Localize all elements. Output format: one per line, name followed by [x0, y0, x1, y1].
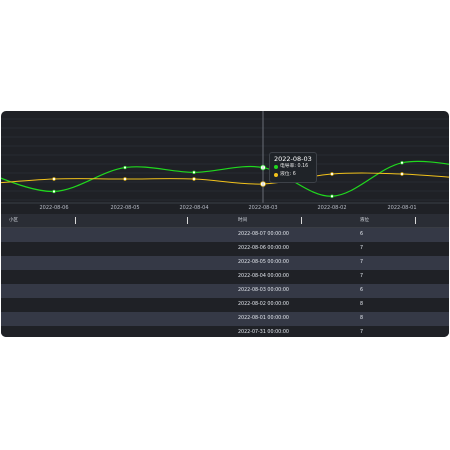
tooltip-row-conductivity: 电导率: 0.16	[274, 163, 312, 171]
district-cell	[113, 228, 223, 242]
time-cell: 2022-08-05 00:00:00	[238, 260, 289, 265]
district-cell	[1, 312, 113, 326]
district-cell	[1, 242, 113, 256]
level-cell: 8	[360, 302, 364, 307]
conductivity-line	[1, 160, 449, 197]
x-axis-tick-label: 2022-08-04	[179, 205, 208, 211]
table-body: 2022-08-07 00:00:00 6 2022-08-06 00:00:00 7…	[1, 228, 449, 337]
header-district[interactable]: 小区	[9, 218, 18, 223]
tooltip-date: 2022-08-03	[274, 155, 312, 163]
district-cell	[1, 256, 113, 270]
table-row[interactable]: 2022-08-05 00:00:00 7	[1, 256, 449, 270]
tooltip-line-1: 电导率: 0.16	[280, 164, 309, 169]
table-row[interactable]: 2022-08-06 00:00:00 7	[1, 242, 449, 256]
grid-lines	[1, 118, 449, 201]
x-axis-tick-label: 2022-08-06	[39, 205, 68, 211]
conductivity-color-dot	[274, 165, 278, 169]
table-header: 小区 时间 液位	[1, 214, 449, 228]
district-cell	[113, 270, 223, 284]
level-cell: 6	[360, 288, 364, 293]
data-table: 小区 时间 液位 2022-08-07 00:00:00 6 2022-08-06 …	[1, 214, 449, 337]
x-axis-tick-label: 2022-08-05	[110, 205, 139, 211]
level-cell: 7	[360, 260, 364, 265]
district-cell	[113, 298, 223, 312]
level-point[interactable]	[123, 177, 127, 181]
conductivity-point[interactable]	[52, 189, 56, 194]
tooltip: 2022-08-03 电导率: 0.16 液位: 6	[269, 152, 317, 183]
line-chart: 2022-08-06 2022-08-05 2022-08-04 2022-08-03…	[1, 111, 449, 211]
table-row[interactable]: 2022-08-04 00:00:00 7	[1, 270, 449, 284]
district-cell	[1, 284, 113, 298]
table-row[interactable]: 2022-08-02 00:00:00 8	[1, 298, 449, 312]
time-cell: 2022-08-03 00:00:00	[238, 288, 289, 293]
level-cell: 7	[360, 274, 364, 279]
level-point[interactable]	[330, 172, 334, 176]
time-cell: 2022-08-02 00:00:00	[238, 302, 289, 307]
table-row[interactable]: 2022-07-31 00:00:00 7	[1, 326, 449, 337]
tooltip-line-2: 液位: 6	[280, 172, 296, 177]
header-district-2[interactable]	[113, 214, 223, 227]
dashboard-panel: 2022-08-06 2022-08-05 2022-08-04 2022-08-03…	[1, 111, 449, 337]
level-cell: 8	[360, 316, 364, 321]
conductivity-point[interactable]	[192, 170, 196, 175]
level-line	[1, 172, 449, 185]
conductivity-point[interactable]	[123, 165, 127, 170]
conductivity-point[interactable]	[330, 194, 334, 198]
column-separator	[187, 217, 188, 224]
level-point[interactable]	[192, 177, 196, 181]
level-cell: 6	[360, 232, 364, 237]
level-point[interactable]	[400, 172, 404, 176]
time-cell: 2022-08-01 00:00:00	[238, 316, 289, 321]
column-separator	[301, 217, 302, 224]
header-time[interactable]: 时间	[238, 218, 247, 223]
column-separator	[415, 217, 416, 224]
x-axis-tick-label: 2022-08-03	[248, 205, 277, 211]
table-row[interactable]: 2022-08-01 00:00:00 8	[1, 312, 449, 326]
district-cell	[113, 326, 223, 337]
column-separator	[75, 217, 76, 224]
district-cell	[113, 284, 223, 298]
district-cell	[113, 256, 223, 270]
level-cell: 7	[360, 330, 364, 335]
district-cell	[1, 326, 113, 337]
header-level[interactable]: 液位	[360, 218, 369, 223]
time-cell: 2022-08-04 00:00:00	[238, 274, 289, 279]
table-row[interactable]: 2022-08-07 00:00:00 6	[1, 228, 449, 242]
time-cell: 2022-08-06 00:00:00	[238, 246, 289, 251]
level-point[interactable]	[52, 177, 56, 181]
level-color-dot	[274, 173, 278, 177]
district-cell	[113, 242, 223, 256]
tooltip-row-level: 液位: 6	[274, 171, 312, 179]
level-cell: 7	[360, 246, 364, 251]
district-cell	[113, 312, 223, 326]
time-cell: 2022-08-07 00:00:00	[238, 232, 289, 237]
district-cell	[1, 298, 113, 312]
time-cell: 2022-07-31 00:00:00	[238, 330, 289, 335]
x-axis-tick-label: 2022-08-01	[387, 205, 416, 211]
district-cell	[1, 228, 113, 242]
x-axis-tick-label: 2022-08-02	[317, 205, 346, 211]
table-row[interactable]: 2022-08-03 00:00:00 6	[1, 284, 449, 298]
district-cell	[1, 270, 113, 284]
conductivity-point[interactable]	[400, 161, 404, 165]
chart-svg: 2022-08-06 2022-08-05 2022-08-04 2022-08-03…	[1, 111, 449, 211]
